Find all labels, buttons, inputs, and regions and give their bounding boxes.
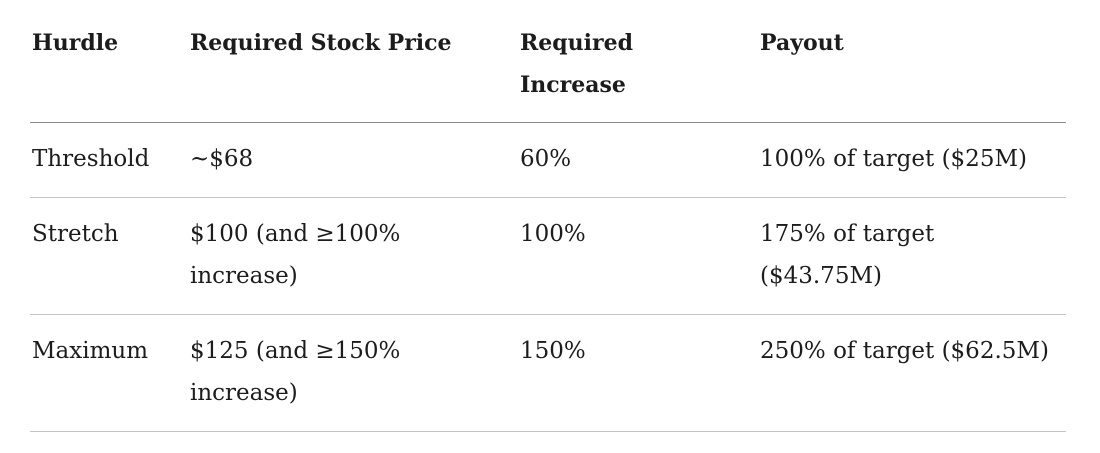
cell-text: Stretch (32, 221, 119, 247)
header-cell: Required Stock Price (190, 0, 520, 123)
table-row: Stretch $100 (and ≥100% increase) 100% 175%… (30, 197, 1066, 315)
header-text: Hurdle (32, 30, 119, 56)
table-row: Threshold ~$68 60% 100% of target ($25M) (30, 122, 1066, 198)
table-cell: ~$68 (190, 122, 520, 198)
cell-text: 100% (520, 221, 586, 247)
header-text: Required Stock Price (190, 30, 452, 56)
table-cell: Threshold (30, 122, 190, 198)
table-cell: 250% of target ($62.5M) (760, 314, 1066, 432)
table-cell: 175% of target ($43.75M) (760, 197, 1066, 315)
header-row: Hurdle Required Stock Price Required Incre… (30, 0, 1066, 123)
table-cell: Maximum (30, 314, 190, 432)
table-cell: 150% (520, 314, 760, 432)
table-cell: $100 (and ≥100% increase) (190, 197, 520, 315)
cell-text: 100% of target ($25M) (760, 146, 1027, 172)
table-cell: 100% of target ($25M) (760, 122, 1066, 198)
cell-text: ~$68 (190, 146, 254, 172)
header-text: Payout (760, 30, 844, 56)
cell-text: $125 (and ≥150% increase) (190, 338, 401, 406)
table-row: Maximum $125 (and ≥150% increase) 150% 250%… (30, 314, 1066, 432)
header-cell: Payout (760, 0, 1066, 123)
table-cell: 100% (520, 197, 760, 315)
table-cell: 60% (520, 122, 760, 198)
table-cell: $125 (and ≥150% increase) (190, 314, 520, 432)
cell-text: 150% (520, 338, 586, 364)
cell-text: 60% (520, 146, 572, 172)
table: Hurdle Required Stock Price Required Incre… (30, 0, 1066, 432)
header-cell: Hurdle (30, 0, 190, 123)
header-text: Required Increase (520, 30, 633, 98)
header-cell: Required Increase (520, 0, 760, 123)
cell-text: 175% of target ($43.75M) (760, 221, 935, 289)
cell-text: $100 (and ≥100% increase) (190, 221, 401, 289)
cell-text: Maximum (32, 338, 149, 364)
cell-text: 250% of target ($62.5M) (760, 338, 1049, 364)
cell-text: Threshold (32, 146, 150, 172)
table-cell: Stretch (30, 197, 190, 315)
